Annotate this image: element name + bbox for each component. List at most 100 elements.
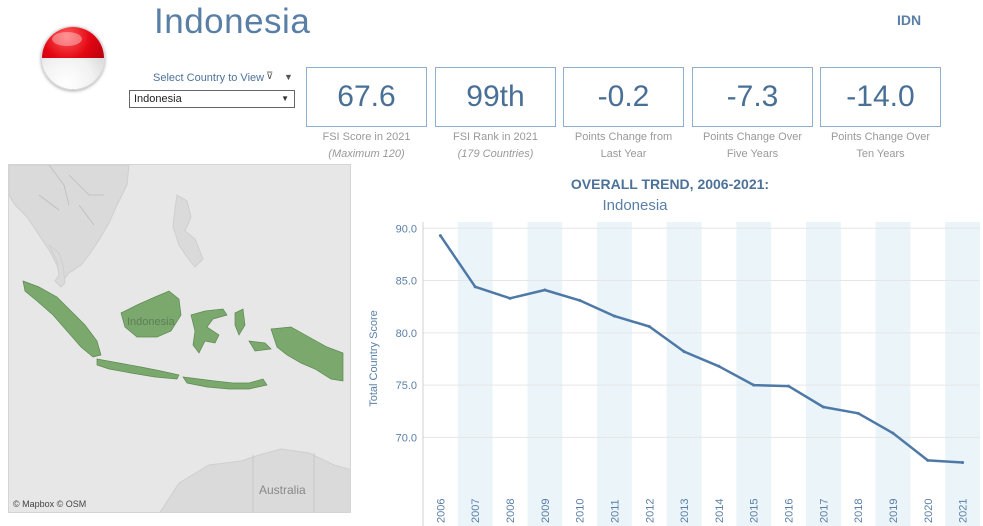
flag-shine: [52, 32, 82, 46]
y-tick-label: 90.0: [396, 223, 417, 235]
data-point: [856, 411, 860, 415]
kpi-fsi-score: 67.6: [306, 67, 427, 127]
australia-shape: [159, 448, 350, 512]
map-canvas: [9, 165, 350, 512]
kpi-caption-change-last-year: Points Change from Last Year: [563, 129, 684, 163]
country-dropdown-value: Indonesia: [134, 93, 182, 105]
data-point: [578, 298, 582, 302]
kpi-caption-text: Points Change from: [574, 131, 673, 143]
chart-subtitle: Indonesia: [602, 197, 668, 214]
australia-borders: [252, 453, 315, 512]
chart-title: OVERALL TREND, 2006-2021:: [570, 176, 770, 192]
chevron-down-icon: ▼: [281, 94, 289, 103]
x-tick-label: 2020: [923, 499, 935, 523]
column-band: [875, 222, 911, 526]
philippines-shape: [172, 194, 204, 268]
kpi-fsi-rank: 99th: [435, 67, 556, 127]
y-tick-label: 75.0: [396, 380, 417, 392]
iso-code: IDN: [897, 12, 922, 28]
column-band: [666, 222, 702, 526]
clear-filter-icon[interactable]: ⊽: [266, 71, 274, 82]
flag-red-half: [42, 27, 104, 58]
filter-menu-icon[interactable]: ▼: [284, 72, 293, 82]
kpi-caption-text: FSI Score in 2021: [322, 131, 411, 143]
column-band: [457, 222, 493, 526]
column-band: [805, 222, 841, 526]
x-tick-label: 2014: [714, 499, 726, 523]
kpi-caption-sub: Five Years: [726, 148, 779, 160]
kpi-caption-change-five-years: Points Change Over Five Years: [692, 129, 813, 163]
map-attribution[interactable]: © Mapbox © OSM: [13, 499, 87, 509]
nusa-tenggara-shape: [182, 376, 268, 390]
kpi-caption-sub: Ten Years: [856, 148, 905, 160]
x-tick-label: 2013: [679, 499, 691, 523]
data-point: [821, 405, 825, 409]
borders-lines: [38, 165, 104, 226]
x-tick-label: 2015: [749, 499, 761, 523]
map-label-australia: Australia: [259, 483, 306, 497]
data-point: [961, 460, 965, 464]
x-tick-label: 2018: [853, 499, 865, 523]
x-tick-label: 2021: [958, 499, 970, 523]
trend-line: [439, 234, 963, 464]
kpi-caption-fsi-score: FSI Score in 2021 (Maximum 120): [306, 129, 427, 163]
x-tick-label: 2012: [644, 499, 656, 523]
x-tick-label: 2008: [505, 499, 517, 523]
mainland-asia-shape: [9, 165, 130, 285]
kpi-caption-change-ten-years: Points Change Over Ten Years: [820, 129, 941, 163]
country-dropdown[interactable]: Indonesia ▼: [129, 90, 295, 108]
data-point: [752, 383, 756, 387]
malay-peninsula-shape: [48, 244, 66, 288]
data-point: [612, 314, 616, 318]
data-point: [438, 234, 442, 238]
y-tick-label: 70.0: [396, 432, 417, 444]
data-point: [508, 296, 512, 300]
kpi-change-last-year: -0.2: [563, 67, 684, 127]
papua-shape: [270, 326, 344, 382]
kpi-caption-sub: (Maximum 120): [328, 148, 405, 160]
data-point: [891, 431, 895, 435]
y-axis-label: Total Country Score: [368, 310, 380, 407]
x-tick-label: 2016: [784, 499, 796, 523]
page-title: Indonesia: [154, 2, 311, 41]
kalimantan-shape: [120, 290, 182, 338]
sulawesi-shape: [190, 308, 228, 354]
data-point: [682, 350, 686, 354]
trend-chart[interactable]: 90.0 85.0 80.0 75.0 70.0 Total Country Score 2…: [360, 220, 983, 526]
x-tick-label: 2006: [435, 499, 447, 523]
x-tick-label: 2011: [609, 499, 621, 523]
x-tick-label: 2017: [818, 499, 830, 523]
kpi-caption-text: Points Change Over: [702, 131, 803, 143]
column-band: [597, 222, 632, 526]
data-point: [647, 325, 651, 329]
y-tick-label: 80.0: [396, 328, 417, 340]
kpi-caption-text: FSI Rank in 2021: [453, 131, 538, 143]
sumatra-shape: [22, 280, 102, 358]
x-tick-label: 2010: [575, 499, 587, 523]
maluku-shape: [234, 308, 272, 352]
trend-chart-svg: 90.0 85.0 80.0 75.0 70.0 Total Country Score 2…: [368, 222, 980, 526]
data-point: [543, 288, 547, 292]
map-label-indonesia: Indonesia: [127, 316, 175, 328]
kpi-caption-fsi-rank: FSI Rank in 2021 (179 Countries): [435, 129, 556, 163]
java-shape: [96, 358, 180, 380]
kpi-caption-sub: Last Year: [600, 148, 647, 160]
kpi-change-ten-years: -14.0: [820, 67, 941, 127]
x-tick-label: 2019: [888, 499, 900, 523]
column-band: [945, 222, 980, 526]
kpi-change-five-years: -7.3: [692, 67, 813, 127]
kpi-caption-text: Points Change Over: [830, 131, 931, 143]
column-band: [736, 222, 772, 526]
data-point: [787, 384, 791, 388]
flag-white-half: [42, 58, 104, 89]
data-point: [717, 364, 721, 368]
indonesia-islands: [22, 280, 344, 390]
country-flag: [41, 26, 105, 90]
kpi-caption-sub: (179 Countries): [457, 148, 534, 160]
x-tick-label: 2009: [540, 499, 552, 523]
column-band: [527, 222, 563, 526]
country-map[interactable]: Indonesia Australia © Mapbox © OSM: [8, 164, 351, 513]
filter-label: Select Country to View: [153, 72, 265, 84]
y-tick-label: 85.0: [396, 276, 417, 288]
data-point: [473, 285, 477, 289]
